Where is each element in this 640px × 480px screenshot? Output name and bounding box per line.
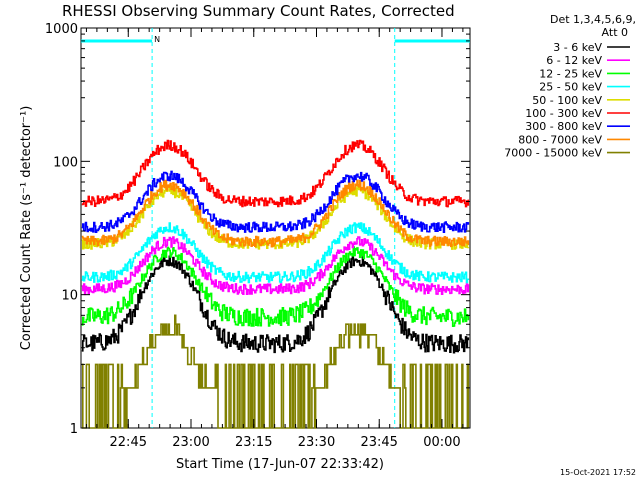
legend-header-line2: Att 0 [602,26,628,39]
series-line-3 [81,222,470,284]
x-tick-label: 23:15 [235,435,272,450]
y-tick-label: 10 [61,289,78,304]
y-axis: 1 10 100 1000 [45,22,470,437]
series-line-5 [81,139,470,208]
legend-label-3: 25 - 50 keV [539,81,602,94]
legend-label-4: 50 - 100 keV [532,94,602,107]
legend-label-6: 300 - 800 keV [525,120,602,133]
legend-label-1: 6 - 12 keV [546,54,602,67]
x-tick-label: 22:45 [110,435,147,450]
series-group [81,139,470,429]
y-axis-label: Corrected Count Rate (s⁻¹ detector⁻¹) [19,106,34,351]
series-line-1 [81,236,470,296]
x-axis: 22:45 23:00 23:15 23:30 23:45 00:00 [85,28,464,450]
y-tick-label: 1000 [45,22,78,37]
chart-title: RHESSI Observing Summary Count Rates, Co… [62,2,455,20]
legend-header-line1: Det 1,3,4,5,6,9, [550,13,636,26]
series-line-8 [81,314,470,429]
x-tick-label: 23:30 [298,435,335,450]
night-flag-label: N [154,35,160,44]
series-line-4 [81,185,470,250]
legend-label-5: 100 - 300 keV [525,107,602,120]
series-line-2 [81,246,470,327]
x-tick-label: 23:00 [172,435,209,450]
footer-timestamp: 15-Oct-2021 17:52 [560,468,636,477]
y-tick-label: 100 [53,155,78,170]
legend-label-2: 12 - 25 keV [539,67,602,80]
y-tick-label: 1 [70,422,78,437]
x-tick-label: 23:45 [360,435,397,450]
legend-label-7: 800 - 7000 keV [518,133,602,146]
series-line-6 [81,170,470,233]
legend-label-0: 3 - 6 keV [553,41,602,54]
legend-label-8: 7000 - 15000 keV [504,147,602,160]
x-axis-label: Start Time (17-Jun-07 22:33:42) [176,457,384,472]
series-line-0 [81,255,470,354]
x-tick-label: 00:00 [423,435,460,450]
series-line-7 [81,179,470,248]
